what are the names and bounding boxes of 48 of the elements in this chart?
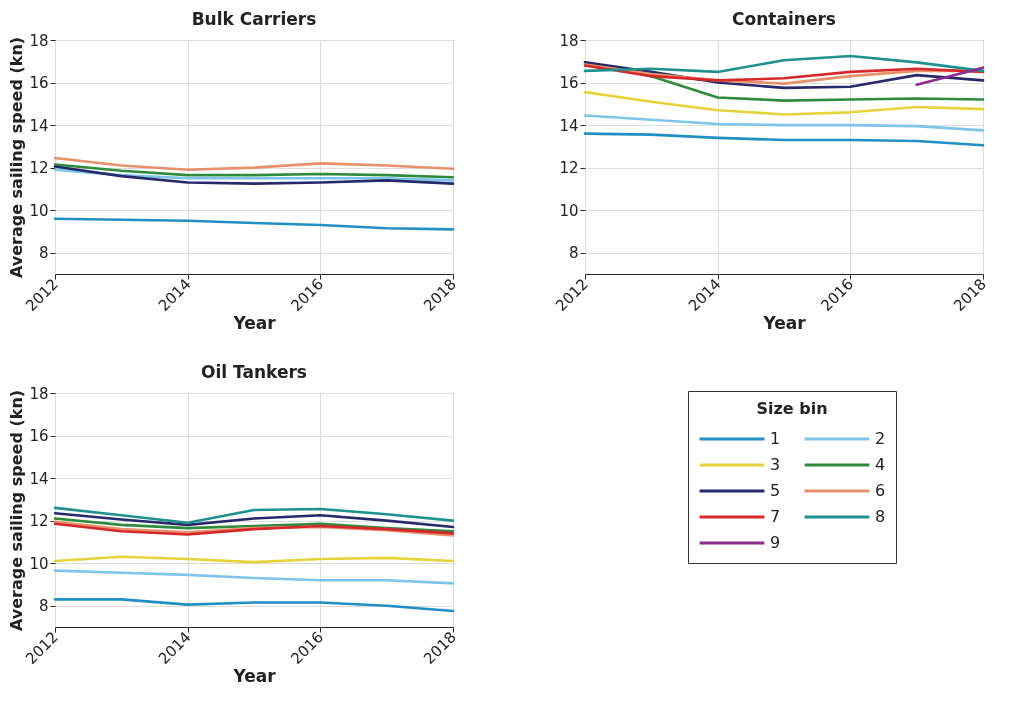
y-tick-label: 14 [29, 116, 49, 135]
y-tick-label: 14 [29, 469, 49, 488]
y-tick-label: 12 [29, 512, 49, 531]
y-tick-label: 8 [38, 597, 49, 616]
chart-title: Containers [732, 9, 836, 29]
line-series [53, 163, 455, 179]
y-tick-label: 12 [559, 159, 579, 178]
y-tick-label: 16 [29, 427, 49, 446]
y-tick-label: 10 [29, 554, 49, 573]
x-axis-title: Year [232, 666, 277, 687]
legend-label: 7 [770, 507, 781, 526]
chart-title: Bulk Carriers [191, 9, 317, 29]
legend-label: 8 [875, 507, 886, 526]
legend-label: 9 [770, 533, 781, 552]
legend-label: 5 [770, 481, 781, 500]
y-tick-label: 16 [29, 74, 49, 93]
y-tick-label: 14 [559, 116, 579, 135]
y-tick-label: 8 [38, 244, 49, 263]
x-axis-title: Year [762, 313, 807, 334]
line-series [53, 217, 455, 231]
y-tick-label: 18 [559, 31, 579, 50]
legend-title: Size bin [756, 399, 828, 418]
line-series [53, 598, 455, 613]
legend-label: 4 [875, 455, 886, 474]
line-series [53, 506, 455, 525]
line-series [583, 54, 985, 74]
line-series [583, 114, 985, 132]
line-series [53, 569, 455, 585]
y-axis-title: Average sailing speed (kn) [7, 389, 27, 632]
legend-label: 2 [875, 429, 886, 448]
y-tick-label: 18 [29, 31, 49, 50]
line-series [583, 90, 985, 116]
y-tick-label: 8 [568, 244, 579, 263]
x-axis-title: Year [232, 313, 277, 334]
line-series [53, 511, 455, 529]
y-tick-label: 18 [29, 384, 49, 403]
y-tick-label: 10 [559, 201, 579, 220]
legend-label: 3 [770, 455, 781, 474]
y-tick-label: 12 [29, 159, 49, 178]
legend-label: 6 [875, 481, 886, 500]
y-axis-title: Average sailing speed (kn) [7, 36, 27, 279]
legend-label: 1 [770, 429, 781, 448]
y-tick-label: 16 [559, 74, 579, 93]
line-series [53, 156, 455, 172]
line-series [53, 517, 455, 533]
chart-title: Oil Tankers [201, 362, 307, 382]
y-tick-label: 10 [29, 201, 49, 220]
line-series [583, 132, 985, 147]
